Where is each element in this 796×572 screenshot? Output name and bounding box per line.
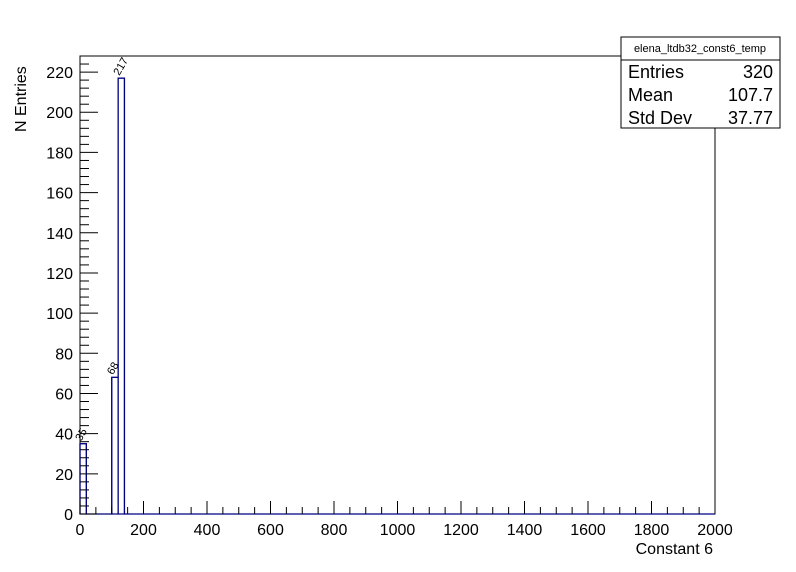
stats-entries-label: Entries xyxy=(628,62,684,82)
histogram-bar xyxy=(117,77,126,515)
plot-frame xyxy=(79,55,716,515)
histogram-outline xyxy=(79,77,715,515)
x-tick-label: 1000 xyxy=(380,522,416,539)
stats-title: elena_ltdb32_const6_temp xyxy=(634,43,766,55)
y-tick-label: 40 xyxy=(55,427,73,444)
stats-box-frame xyxy=(620,36,781,129)
y-axis-title: N Entries xyxy=(13,66,30,132)
y-tick-label: 220 xyxy=(46,65,73,82)
x-tick-label: 2000 xyxy=(697,522,733,539)
x-tick-label: 1800 xyxy=(634,522,670,539)
x-tick-label: 1200 xyxy=(443,522,479,539)
y-tick-label: 60 xyxy=(55,386,73,403)
x-tick-label: 400 xyxy=(194,522,221,539)
stats-stddev-value: 37.77 xyxy=(728,108,773,128)
y-tick-label: 80 xyxy=(55,346,73,363)
stats-stddev-label: Std Dev xyxy=(628,108,692,128)
y-tick-label: 140 xyxy=(46,226,73,243)
y-tick-label: 100 xyxy=(46,306,73,323)
x-tick-label: 600 xyxy=(257,522,284,539)
histogram-bar xyxy=(79,443,87,515)
bar-value-label: 68 xyxy=(105,360,122,377)
y-tick-label: 20 xyxy=(55,467,73,484)
stats-mean-value: 107.7 xyxy=(728,85,773,105)
x-tick-label: 0 xyxy=(76,522,85,539)
y-tick-label: 0 xyxy=(64,507,73,524)
stats-entries-value: 320 xyxy=(743,62,773,82)
y-tick-label: 180 xyxy=(46,145,73,162)
y-tick-label: 120 xyxy=(46,266,73,283)
stats-box: elena_ltdb32_const6_temp Entries 320 Mea… xyxy=(620,36,781,129)
y-tick-label: 160 xyxy=(46,186,73,203)
x-axis-title: Constant 6 xyxy=(636,541,713,558)
x-tick-label: 200 xyxy=(130,522,157,539)
x-tick-label: 800 xyxy=(321,522,348,539)
bar-value-label: 217 xyxy=(111,56,131,78)
histogram-bar xyxy=(111,376,119,515)
y-tick-label: 200 xyxy=(46,105,73,122)
x-tick-label: 1400 xyxy=(507,522,543,539)
stats-mean-label: Mean xyxy=(628,85,673,105)
x-tick-label: 1600 xyxy=(570,522,606,539)
bar-value-label: 35 xyxy=(73,427,90,444)
